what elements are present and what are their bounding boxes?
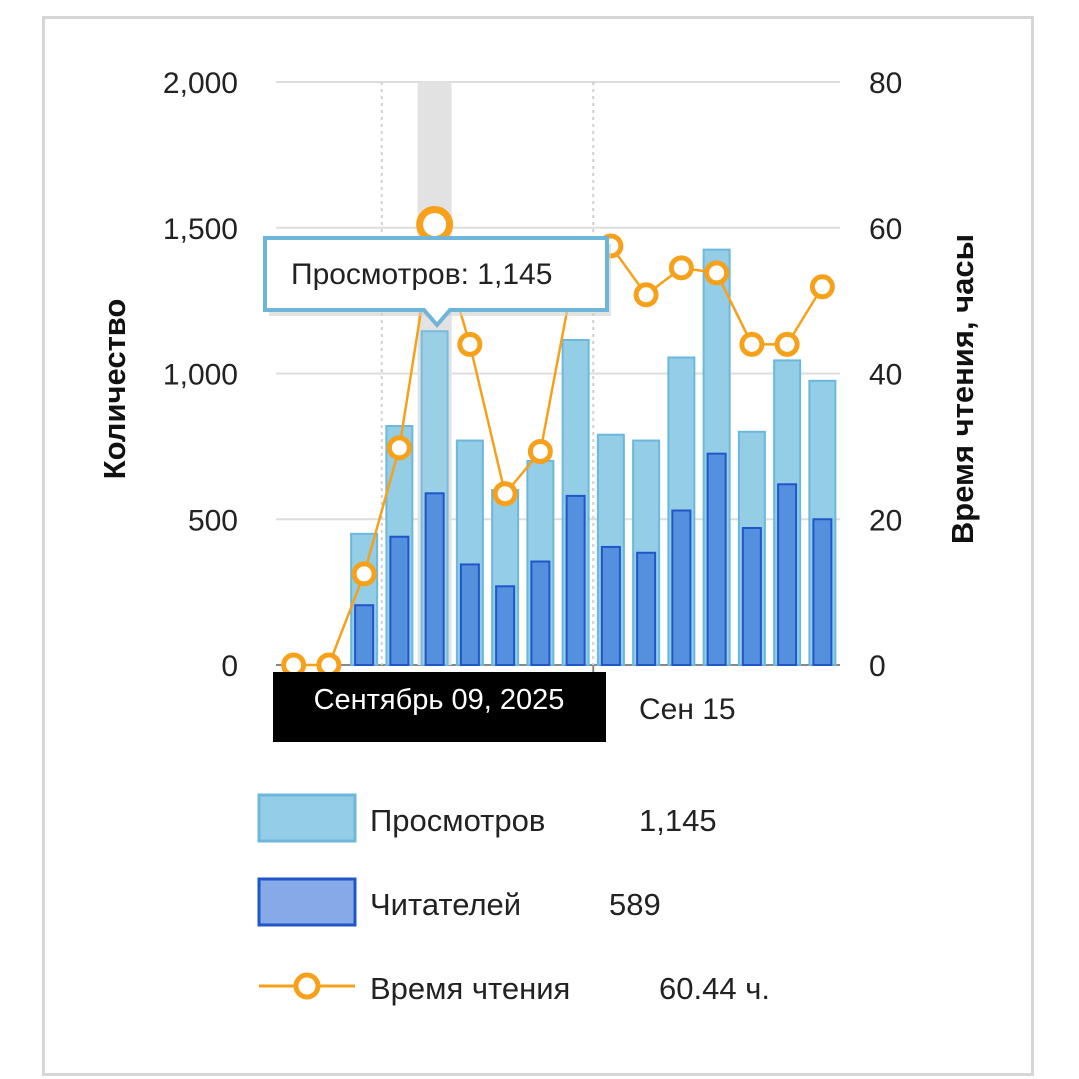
tooltip: Просмотров: 1,145 [263, 236, 611, 329]
left-tick-label: 1,000 [163, 359, 238, 392]
bar-readers [777, 483, 798, 666]
bar-readers [636, 551, 657, 667]
line-point [774, 331, 800, 357]
line-point [668, 255, 694, 281]
bar-readers [706, 452, 727, 666]
legend-value-views: 1,145 [639, 803, 717, 838]
legend: Просмотров 1,145 Читателей 589 Время чте… [257, 793, 770, 1006]
line-point [386, 435, 412, 461]
right-axis-title: Время чтения, часы [945, 234, 980, 544]
left-axis-title: Количество [97, 299, 132, 480]
legend-value-reading-time: 60.44 ч. [659, 971, 770, 1006]
bar-readers [600, 545, 621, 667]
line-point [633, 282, 659, 308]
bar-readers [354, 604, 375, 666]
legend-swatch-views [257, 793, 357, 843]
bar-readers [389, 535, 410, 666]
bar-readers [812, 518, 833, 666]
chart-card: 2,000 1,500 1,000 500 0 80 60 40 20 0 Количество… [42, 16, 1034, 1076]
right-axis-ticks: 80 60 40 20 0 [869, 67, 902, 683]
chart-svg: 2,000 1,500 1,000 500 0 80 60 40 20 0 Количество… [97, 67, 980, 1006]
right-tick-label: 0 [869, 650, 886, 683]
x-hover-label: Сентябрь 09, 2025 [273, 672, 606, 742]
right-tick-label: 40 [869, 359, 902, 392]
right-tick-label: 60 [869, 213, 902, 246]
line-point [351, 561, 377, 587]
legend-value-readers: 589 [609, 887, 661, 922]
line-point [416, 206, 454, 244]
line-point [457, 331, 483, 357]
bar-readers [671, 509, 692, 666]
bar-readers [565, 494, 586, 666]
legend-label-readers: Читателей [370, 887, 521, 922]
bar-readers [495, 585, 516, 666]
right-tick-label: 80 [869, 67, 902, 100]
line-point [527, 438, 553, 464]
tooltip-text: Просмотров: 1,145 [291, 258, 552, 291]
legend-swatch-readers [257, 877, 357, 927]
x-hover-label-text: Сентябрь 09, 2025 [314, 684, 565, 716]
line-point [739, 331, 765, 357]
left-tick-label: 500 [188, 504, 238, 537]
right-tick-label: 20 [869, 504, 902, 537]
legend-item-readers[interactable]: Читателей 589 [257, 877, 661, 927]
line-point [704, 260, 730, 286]
legend-label-reading-time: Время чтения [370, 971, 570, 1006]
left-tick-label: 2,000 [163, 67, 238, 100]
legend-label-views: Просмотров [370, 803, 545, 838]
legend-swatch-marker [293, 972, 321, 1000]
legend-item-reading-time[interactable]: Время чтения 60.44 ч. [259, 971, 770, 1006]
line-point [492, 481, 518, 507]
bar-readers [741, 526, 762, 666]
left-tick-label: 1,500 [163, 213, 238, 246]
bar-readers [424, 492, 445, 666]
line-point [809, 274, 835, 300]
bars-layer [350, 248, 837, 667]
left-axis-ticks: 2,000 1,500 1,000 500 0 [163, 67, 238, 683]
line-reading-time [293, 224, 824, 667]
left-tick-label: 0 [221, 650, 238, 683]
x-tick-label: Сен 15 [639, 693, 736, 726]
legend-item-views[interactable]: Просмотров 1,145 [257, 793, 717, 843]
bar-readers [530, 560, 551, 667]
bar-readers [459, 563, 480, 666]
